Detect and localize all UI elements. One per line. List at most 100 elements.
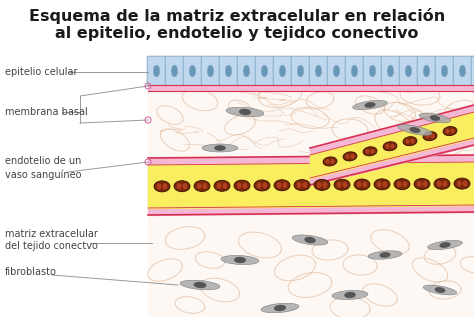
- Ellipse shape: [274, 180, 290, 191]
- Ellipse shape: [380, 252, 391, 258]
- Ellipse shape: [317, 182, 321, 188]
- Ellipse shape: [294, 180, 310, 191]
- Ellipse shape: [239, 109, 251, 115]
- Ellipse shape: [163, 183, 167, 189]
- Ellipse shape: [226, 107, 264, 117]
- Ellipse shape: [405, 140, 417, 146]
- Ellipse shape: [304, 237, 316, 243]
- Ellipse shape: [254, 180, 270, 191]
- Ellipse shape: [297, 65, 304, 77]
- FancyBboxPatch shape: [237, 56, 256, 86]
- FancyBboxPatch shape: [291, 56, 310, 86]
- Ellipse shape: [443, 126, 457, 136]
- Ellipse shape: [454, 178, 470, 189]
- Ellipse shape: [334, 179, 350, 190]
- Ellipse shape: [430, 134, 435, 139]
- Ellipse shape: [430, 115, 440, 121]
- Ellipse shape: [283, 182, 287, 188]
- Ellipse shape: [277, 182, 282, 188]
- Ellipse shape: [402, 181, 407, 187]
- Ellipse shape: [405, 139, 410, 144]
- FancyBboxPatch shape: [399, 56, 418, 86]
- Ellipse shape: [385, 146, 397, 151]
- Ellipse shape: [435, 287, 446, 293]
- Ellipse shape: [363, 147, 377, 156]
- FancyBboxPatch shape: [435, 56, 454, 86]
- Ellipse shape: [292, 235, 328, 245]
- Ellipse shape: [365, 102, 375, 108]
- Ellipse shape: [333, 65, 340, 77]
- Text: endotelio de un
vaso sanguíneo: endotelio de un vaso sanguíneo: [5, 157, 82, 179]
- FancyBboxPatch shape: [363, 56, 382, 86]
- Ellipse shape: [383, 181, 387, 187]
- Ellipse shape: [322, 182, 327, 188]
- Ellipse shape: [365, 151, 377, 156]
- Ellipse shape: [398, 125, 432, 135]
- Ellipse shape: [225, 65, 232, 77]
- Ellipse shape: [405, 65, 412, 77]
- Text: matriz extracelular
del tejido conectvo: matriz extracelular del tejido conectvo: [5, 229, 98, 251]
- Ellipse shape: [234, 180, 250, 191]
- Ellipse shape: [177, 183, 182, 189]
- Text: epitelio celular: epitelio celular: [5, 67, 78, 77]
- Ellipse shape: [332, 290, 368, 300]
- Ellipse shape: [441, 65, 448, 77]
- Ellipse shape: [202, 144, 238, 152]
- Text: fibroblasto: fibroblasto: [5, 267, 57, 277]
- FancyBboxPatch shape: [273, 56, 292, 86]
- Ellipse shape: [391, 144, 395, 149]
- Ellipse shape: [176, 185, 190, 191]
- Ellipse shape: [351, 65, 358, 77]
- Text: membrana basal: membrana basal: [5, 107, 88, 117]
- Ellipse shape: [214, 180, 230, 191]
- Ellipse shape: [344, 292, 356, 298]
- Ellipse shape: [302, 182, 307, 188]
- Ellipse shape: [325, 159, 329, 164]
- Ellipse shape: [189, 65, 196, 77]
- Ellipse shape: [377, 181, 382, 187]
- Ellipse shape: [261, 303, 299, 313]
- Ellipse shape: [343, 152, 357, 161]
- FancyBboxPatch shape: [255, 56, 274, 86]
- Ellipse shape: [414, 178, 430, 190]
- FancyBboxPatch shape: [309, 56, 328, 86]
- FancyBboxPatch shape: [219, 56, 238, 86]
- Ellipse shape: [410, 127, 420, 133]
- Ellipse shape: [154, 181, 170, 192]
- FancyBboxPatch shape: [381, 56, 400, 86]
- Ellipse shape: [345, 156, 357, 161]
- FancyBboxPatch shape: [471, 56, 474, 86]
- Ellipse shape: [428, 240, 462, 250]
- Ellipse shape: [243, 65, 250, 77]
- Text: Esquema de la matriz extracelular en relación: Esquema de la matriz extracelular en rel…: [29, 8, 445, 24]
- Ellipse shape: [376, 183, 390, 190]
- Ellipse shape: [410, 139, 415, 144]
- Ellipse shape: [156, 185, 170, 192]
- Ellipse shape: [436, 183, 450, 189]
- Ellipse shape: [387, 65, 394, 77]
- FancyBboxPatch shape: [453, 56, 472, 86]
- FancyBboxPatch shape: [165, 56, 184, 86]
- Ellipse shape: [314, 179, 330, 191]
- Ellipse shape: [315, 65, 322, 77]
- Ellipse shape: [182, 183, 187, 189]
- Ellipse shape: [276, 184, 290, 191]
- Ellipse shape: [257, 182, 262, 189]
- Bar: [148, 56, 474, 317]
- Ellipse shape: [423, 132, 437, 141]
- Ellipse shape: [323, 157, 337, 166]
- FancyBboxPatch shape: [147, 56, 166, 86]
- Ellipse shape: [207, 65, 214, 77]
- Ellipse shape: [274, 305, 286, 311]
- Ellipse shape: [337, 182, 342, 188]
- Ellipse shape: [196, 185, 210, 191]
- Ellipse shape: [236, 184, 250, 191]
- Ellipse shape: [363, 182, 367, 188]
- Ellipse shape: [263, 182, 267, 189]
- Ellipse shape: [279, 65, 286, 77]
- Ellipse shape: [222, 183, 227, 189]
- Ellipse shape: [357, 182, 362, 188]
- Ellipse shape: [171, 65, 178, 77]
- Ellipse shape: [437, 181, 441, 187]
- Ellipse shape: [445, 130, 457, 136]
